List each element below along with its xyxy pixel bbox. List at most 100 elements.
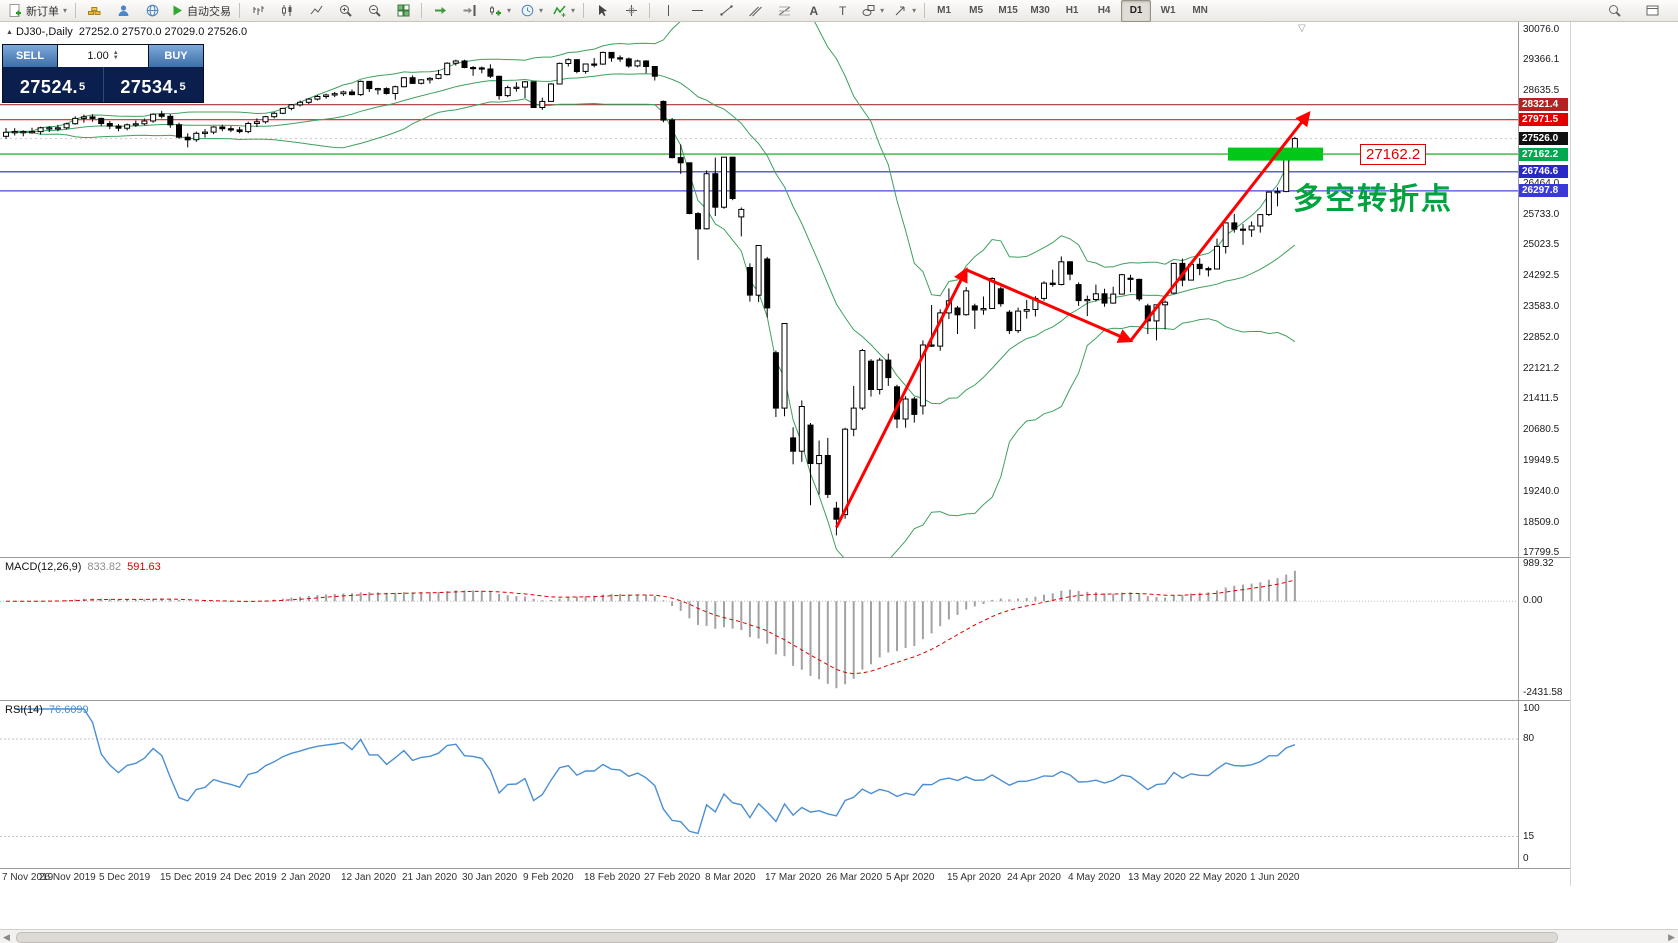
price-tick: 19240.0 bbox=[1523, 485, 1560, 497]
time-axis-line bbox=[0, 868, 1570, 869]
text-label-button[interactable]: T bbox=[828, 1, 856, 21]
chinese-annotation: 多空转折点 bbox=[1293, 182, 1453, 217]
zoom-in-button[interactable] bbox=[331, 1, 359, 21]
panel-divider[interactable] bbox=[0, 557, 1570, 558]
new-chart-button[interactable]: ▾ bbox=[484, 1, 515, 21]
price-badge: 26746.6 bbox=[1519, 165, 1568, 179]
search-button[interactable] bbox=[1600, 1, 1628, 21]
chart-shift-button[interactable] bbox=[455, 1, 483, 21]
symbols-button[interactable] bbox=[80, 1, 108, 21]
timeframe-w1[interactable]: W1 bbox=[1160, 5, 1176, 16]
macd-axis-label: -2431.58 bbox=[1523, 687, 1563, 698]
chevron-down-icon: ▾ bbox=[571, 6, 576, 15]
price-tick: 17799.5 bbox=[1523, 546, 1560, 558]
price-tick: 24292.5 bbox=[1523, 270, 1560, 282]
volume-value[interactable]: 1.00 bbox=[87, 50, 109, 62]
price-tick: 25733.0 bbox=[1523, 209, 1560, 220]
channel-button[interactable] bbox=[741, 1, 769, 21]
bar-chart-icon bbox=[253, 6, 264, 15]
price-tick: 28635.5 bbox=[1523, 85, 1560, 97]
tile-windows-button[interactable] bbox=[389, 1, 417, 21]
macd-axis-label: 0.00 bbox=[1523, 595, 1543, 607]
date-label: 30 Jan 2020 bbox=[462, 872, 518, 883]
horizontal-line-icon bbox=[691, 10, 703, 11]
scrollbar-thumb[interactable] bbox=[16, 932, 1558, 943]
depth-of-market-button[interactable] bbox=[109, 1, 137, 21]
volume-spinner[interactable]: ▲ ▼ bbox=[112, 50, 119, 61]
date-label: 5 Apr 2020 bbox=[886, 872, 935, 883]
price-tick: 21411.5 bbox=[1523, 393, 1559, 405]
gold-bars-icon bbox=[87, 7, 101, 15]
macd-label: MACD(12,26,9) 833.82 591.63 bbox=[5, 561, 161, 573]
date-label: 4 May 2020 bbox=[1068, 872, 1121, 883]
timeframe-m15[interactable]: M15 bbox=[998, 5, 1018, 16]
text-button[interactable]: A bbox=[799, 1, 827, 21]
macd-value: 833.82 bbox=[87, 561, 122, 573]
sell-button[interactable]: SELL bbox=[3, 45, 57, 67]
time-axis[interactable]: 7 Nov 2019 26 Nov 2019 5 Dec 2019 15 Dec 20… bbox=[0, 870, 1578, 886]
horizontal-scrollbar[interactable]: ◀ ▶ bbox=[0, 929, 1678, 943]
indicators-button[interactable]: ▾ bbox=[548, 1, 579, 21]
shapes-button[interactable]: ▾ bbox=[857, 1, 888, 21]
timeframe-mn[interactable]: MN bbox=[1192, 5, 1208, 16]
panel-divider[interactable] bbox=[0, 700, 1570, 701]
new-order-button[interactable]: 新订单 ▾ bbox=[4, 1, 71, 21]
period-button[interactable]: ▾ bbox=[516, 1, 547, 21]
buy-price-main: 27534. bbox=[120, 77, 179, 97]
autotrade-button[interactable]: 自动交易 bbox=[167, 1, 235, 21]
arrows-button[interactable]: ▾ bbox=[889, 1, 920, 21]
buy-button[interactable]: BUY bbox=[149, 45, 203, 67]
separator bbox=[649, 3, 651, 18]
timeframe-m1[interactable]: M1 bbox=[937, 5, 952, 16]
candlestick-chart-button[interactable] bbox=[273, 1, 301, 21]
fibonacci-button[interactable] bbox=[770, 1, 798, 21]
scroll-right-icon[interactable]: ▶ bbox=[1668, 932, 1675, 942]
autotrade-label: 自动交易 bbox=[187, 5, 232, 18]
rsi-axis-label: 100 bbox=[1523, 703, 1540, 714]
price-badge: 27526.0 bbox=[1519, 132, 1568, 146]
timeframe-m5[interactable]: M5 bbox=[969, 5, 984, 16]
price-axis[interactable]: 30076.0 29366.1 28635.5 26464.0 25733.0 25023… bbox=[1519, 22, 1570, 868]
macd-name: MACD(12,26,9) bbox=[5, 561, 82, 573]
horizontal-line-button[interactable] bbox=[683, 1, 711, 21]
new-chart-icon bbox=[490, 6, 502, 16]
macd-panel-chart[interactable] bbox=[0, 558, 1518, 699]
rsi-label: RSI(14) 76.6099 bbox=[5, 704, 89, 716]
price-badge: 27971.5 bbox=[1519, 113, 1568, 127]
separator bbox=[583, 3, 585, 18]
timeframe-h1[interactable]: H1 bbox=[1065, 5, 1079, 16]
separator bbox=[75, 3, 77, 18]
auto-scroll-button[interactable] bbox=[426, 1, 454, 21]
zoom-out-icon bbox=[368, 5, 381, 17]
sell-price: 27524. 5 bbox=[3, 67, 103, 102]
window-list-button[interactable] bbox=[1638, 1, 1666, 21]
timeframe-h4[interactable]: H4 bbox=[1097, 5, 1111, 16]
price-badge: 28321.4 bbox=[1519, 98, 1568, 112]
timeframe-m30[interactable]: M30 bbox=[1030, 5, 1050, 16]
zoom-out-button[interactable] bbox=[360, 1, 388, 21]
channel-icon bbox=[748, 6, 762, 17]
date-label: 1 Jun 2020 bbox=[1250, 872, 1300, 883]
price-tick: 29366.1 bbox=[1523, 54, 1560, 66]
chevron-down-icon: ▾ bbox=[880, 6, 885, 15]
date-label: 24 Dec 2019 bbox=[220, 872, 277, 883]
spinner-up-icon[interactable]: ▲ bbox=[112, 50, 119, 56]
trendline-button[interactable] bbox=[712, 1, 740, 21]
volume-field[interactable]: 1.00 ▲ ▼ bbox=[57, 45, 149, 67]
cursor-button[interactable] bbox=[588, 1, 616, 21]
rsi-axis-label: 15 bbox=[1523, 830, 1535, 842]
crosshair-button[interactable] bbox=[617, 1, 645, 21]
clock-icon bbox=[521, 4, 534, 17]
spinner-down-icon[interactable]: ▼ bbox=[112, 55, 119, 61]
vertical-line-button[interactable] bbox=[654, 1, 682, 21]
date-label: 27 Feb 2020 bbox=[644, 872, 701, 883]
community-button[interactable] bbox=[138, 1, 166, 21]
bar-chart-button[interactable] bbox=[244, 1, 272, 21]
line-chart-button[interactable] bbox=[302, 1, 330, 21]
main-chart[interactable] bbox=[0, 22, 1518, 557]
timeframe-d1[interactable]: D1 bbox=[1121, 0, 1152, 22]
scroll-left-icon[interactable]: ◀ bbox=[3, 932, 10, 942]
rsi-panel-chart[interactable] bbox=[0, 701, 1518, 867]
ohlc-values: 27252.0 27570.0 27029.0 27526.0 bbox=[78, 26, 248, 38]
